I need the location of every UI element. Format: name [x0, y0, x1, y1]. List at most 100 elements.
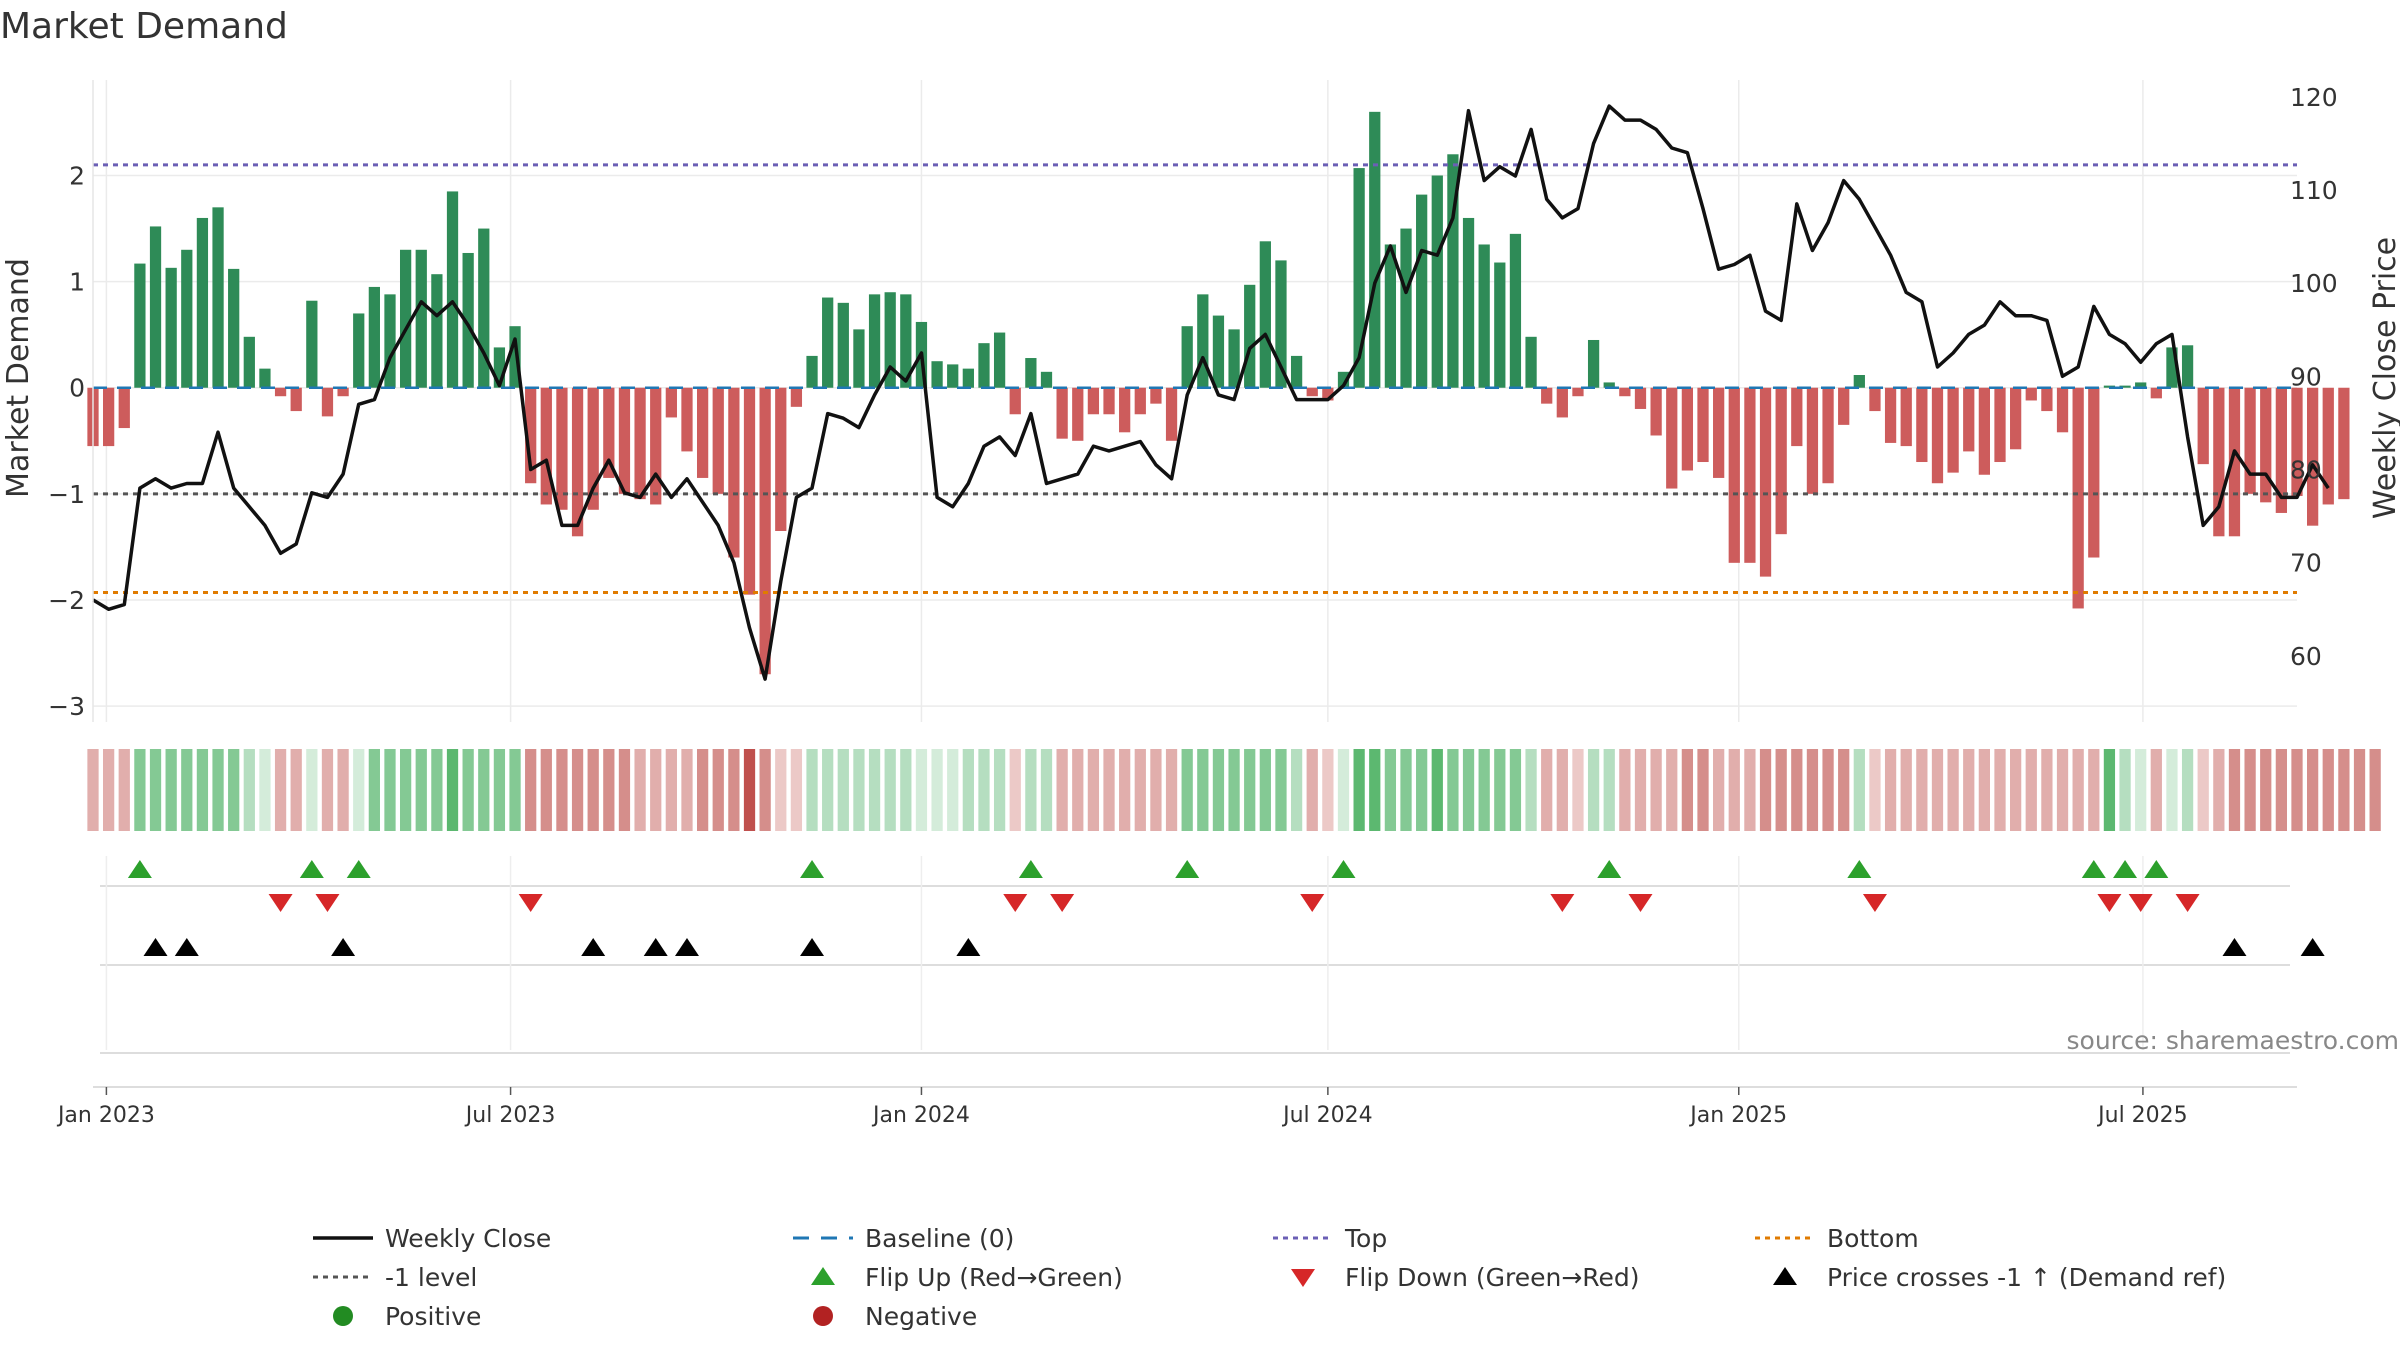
price-cross-marker	[331, 938, 356, 956]
chart-title: Market Demand	[0, 6, 288, 47]
heat-strip-cell	[1290, 749, 1303, 831]
demand-bar-positive	[415, 249, 427, 388]
heat-strip-cell	[1869, 749, 1881, 831]
heat-strip-cell	[1072, 749, 1084, 831]
heat-strip-cell	[1916, 749, 1928, 831]
demand-bar-positive	[1478, 244, 1490, 388]
reference-lines	[93, 163, 2297, 595]
legend-label: Flip Up (Red→Green)	[865, 1263, 1123, 1292]
heat-strip-cell	[1275, 749, 1287, 831]
demand-bar-positive	[1853, 375, 1865, 388]
x-tick-label: Jul 2024	[1281, 1103, 1373, 1128]
heat-strip-cell	[290, 749, 302, 831]
demand-bar-negative	[118, 387, 130, 429]
left-y-tick-label: −1	[48, 480, 85, 509]
demand-bar-negative	[1713, 387, 1725, 478]
demand-bar-positive	[978, 343, 990, 388]
legend-label: Negative	[865, 1302, 977, 1331]
heat-strip-cell	[2322, 749, 2334, 831]
heat-strip-cell	[149, 749, 162, 831]
heat-strip-cell	[790, 749, 803, 831]
demand-bar-positive	[822, 297, 834, 388]
demand-bar-negative	[525, 387, 537, 484]
demand-bar-positive	[2119, 385, 2131, 388]
demand-bar-positive	[1400, 228, 1412, 388]
heat-strip-cell	[1306, 749, 1318, 831]
heat-strip-cell	[1619, 749, 1631, 831]
right-y-tick-label: 70	[2290, 549, 2322, 578]
heat-strip-cell	[1025, 749, 1037, 831]
price-cross-marker	[956, 938, 981, 956]
demand-bar-positive	[947, 364, 959, 388]
demand-bar-positive	[1040, 371, 1053, 388]
demand-bar-negative	[1119, 387, 1131, 433]
heat-strip-cell	[1337, 749, 1350, 831]
left-y-axis-label: Market Demand	[1, 258, 36, 498]
heat-strip-cell	[431, 749, 443, 831]
heat-strip-cell	[556, 749, 568, 831]
demand-bars	[87, 111, 2350, 675]
heat-strip-cell	[525, 749, 537, 831]
demand-bar-negative	[1978, 387, 1991, 475]
demand-bar-positive	[1244, 284, 1256, 388]
demand-bar-negative	[2056, 387, 2069, 433]
legend-item: Price crosses -1 ↑ (Demand ref)	[1773, 1263, 2226, 1292]
demand-bar-positive	[134, 263, 146, 388]
demand-bar-negative	[1619, 387, 1631, 397]
heat-strip-cell	[603, 749, 615, 831]
demand-bar-negative	[2213, 387, 2225, 537]
heat-strip-cell	[1400, 749, 1412, 831]
heat-strip-cell	[962, 749, 974, 831]
demand-bar-negative	[1650, 387, 1662, 436]
heat-strip-cell	[228, 749, 240, 831]
demand-bar-positive	[1228, 329, 1240, 388]
flip-up-marker	[127, 860, 152, 878]
flip-up-marker	[1175, 860, 1200, 878]
heat-strip-cell	[118, 749, 130, 831]
demand-bar-positive	[1525, 336, 1537, 388]
demand-bar-negative	[696, 387, 709, 478]
demand-bar-negative	[1306, 387, 1318, 397]
demand-bar-positive	[2166, 347, 2178, 388]
demand-bar-positive	[837, 302, 849, 388]
demand-bar-positive	[1197, 294, 1209, 388]
demand-bar-negative	[665, 387, 677, 418]
heat-strip-cell	[1181, 749, 1193, 831]
price-cross-marker	[2222, 938, 2247, 956]
demand-bar-negative	[2338, 387, 2350, 500]
heat-strip-cell	[978, 749, 990, 831]
demand-bar-negative	[1009, 387, 1021, 415]
heat-strip-cell	[2150, 749, 2162, 831]
demand-heat-strip	[87, 749, 2381, 831]
legend-swatch-dot	[813, 1306, 833, 1326]
demand-bar-positive	[259, 368, 271, 388]
demand-bar-negative	[2197, 387, 2209, 465]
legend-swatch-dot	[333, 1306, 353, 1326]
legend-item: Weekly Close	[313, 1224, 551, 1253]
heat-strip-cell	[1947, 749, 1959, 831]
heat-strip-cell	[1791, 749, 1803, 831]
demand-bar-positive	[1181, 326, 1193, 388]
demand-bar-negative	[2275, 387, 2287, 513]
heat-strip-cell	[462, 749, 474, 831]
x-axis: Jan 2023 Jul 2023 Jan 2024 Jul 2024 Jan 2025…	[56, 1087, 2188, 1128]
heat-strip-cell	[1525, 749, 1537, 831]
demand-bar-negative	[274, 387, 287, 397]
demand-bar-positive	[1447, 154, 1459, 388]
heat-strip-cell	[2119, 749, 2131, 831]
left-y-tick-label: −3	[48, 692, 85, 721]
flip-up-marker	[299, 860, 324, 878]
heat-strip-cell	[1212, 749, 1225, 831]
heat-strip-cell	[587, 749, 599, 831]
flip-up-marker	[800, 860, 825, 878]
heat-strip-cell	[1994, 749, 2006, 831]
left-y-tick-label: −2	[48, 586, 85, 615]
heat-strip-cell	[1197, 749, 1209, 831]
left-y-axis: 2 1 0 −1 −2 −3	[48, 162, 85, 722]
demand-bar-negative	[1556, 387, 1568, 418]
demand-bar-negative	[1322, 387, 1334, 401]
heat-strip-cell	[1259, 749, 1271, 831]
demand-bar-positive	[196, 217, 209, 388]
flip-up-marker	[2081, 860, 2106, 878]
demand-bar-positive	[2135, 382, 2147, 388]
